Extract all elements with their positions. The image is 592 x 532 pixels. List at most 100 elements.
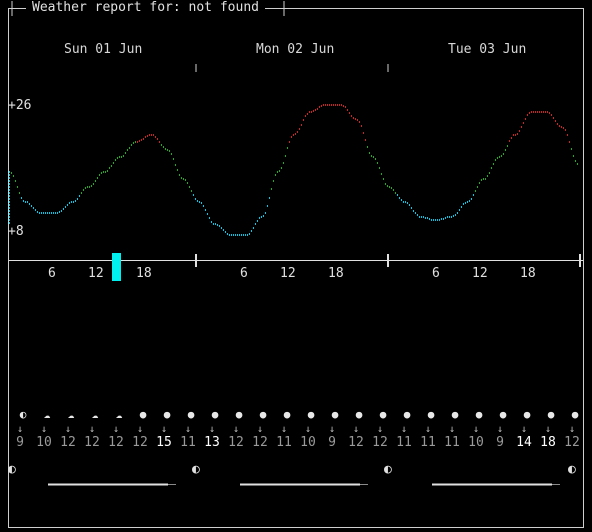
- wind-speed-value: 9: [496, 435, 504, 450]
- temperature-point: [9, 201, 10, 203]
- temperature-point: [149, 134, 150, 136]
- temperature-point: [261, 216, 262, 218]
- temperature-point: [343, 105, 344, 107]
- wind-direction-arrow-icon: ↓: [88, 424, 96, 435]
- wind-direction-arrow-icon: ↓: [448, 424, 456, 435]
- temperature-point: [403, 201, 404, 203]
- wind-direction-arrow-icon: ↓: [568, 424, 576, 435]
- temperature-point: [217, 224, 218, 226]
- wind-speed-value: 12: [372, 435, 388, 450]
- wind-speed-value: 12: [60, 435, 76, 450]
- temperature-point: [413, 210, 414, 212]
- temperature-point: [9, 189, 10, 191]
- wind-speed-value: 12: [348, 435, 364, 450]
- temperature-point: [565, 129, 566, 131]
- wind-speed-value: 15: [156, 435, 172, 450]
- temperature-point: [281, 167, 282, 169]
- sun-icon: ●: [523, 408, 531, 421]
- temperature-point: [483, 178, 484, 180]
- temperature-point: [407, 202, 408, 204]
- temperature-point: [197, 200, 198, 202]
- temperature-point: [517, 133, 518, 135]
- temperature-point: [435, 219, 436, 221]
- temperature-point: [519, 130, 520, 132]
- temperature-point: [183, 178, 184, 180]
- hour-tick-label: 12: [472, 266, 488, 281]
- temperature-point: [431, 219, 432, 221]
- temperature-point: [177, 169, 178, 171]
- temperature-point: [541, 111, 542, 113]
- temperature-point: [361, 125, 362, 127]
- day-label-1: Sun 01 Jun: [64, 42, 143, 57]
- wind-direction-arrow-icon: ↓: [112, 424, 120, 435]
- temperature-point: [221, 227, 222, 229]
- temperature-point: [531, 111, 532, 113]
- temperature-point: [317, 108, 318, 110]
- sun-icon: ●: [403, 408, 411, 421]
- temperature-chart: [9, 64, 578, 236]
- temperature-point: [551, 114, 552, 116]
- temperature-point: [543, 111, 544, 113]
- sun-icon: ●: [235, 408, 243, 421]
- temperature-point: [207, 213, 208, 215]
- temperature-point: [41, 212, 42, 214]
- temperature-point: [137, 141, 138, 143]
- temperature-point: [555, 120, 556, 122]
- temperature-point: [573, 155, 574, 157]
- temperature-point: [9, 210, 10, 212]
- temperature-point: [9, 204, 10, 206]
- temperature-point: [327, 104, 328, 106]
- temperature-point: [257, 220, 258, 222]
- temperature-point: [77, 198, 78, 200]
- temperature-point: [85, 187, 86, 189]
- temperature-point: [161, 144, 162, 146]
- temperature-point: [49, 212, 50, 214]
- temperature-point: [409, 204, 410, 206]
- temperature-point: [315, 109, 316, 111]
- temperature-point: [167, 149, 168, 151]
- temperature-point: [375, 158, 376, 160]
- temperature-point: [265, 212, 266, 214]
- temperature-point: [529, 112, 530, 114]
- temperature-point: [33, 207, 34, 209]
- temperature-point: [391, 187, 392, 189]
- temperature-point: [461, 206, 462, 208]
- temperature-point: [83, 189, 84, 191]
- temperature-point: [37, 211, 38, 213]
- temperature-point: [75, 200, 76, 202]
- moon-icon: ◐: [19, 408, 27, 421]
- temperature-point: [277, 171, 278, 173]
- temperature-point: [45, 212, 46, 214]
- temperature-point: [525, 118, 526, 120]
- temperature-point: [9, 195, 10, 197]
- temperature-point: [291, 136, 292, 138]
- temperature-point: [211, 221, 212, 223]
- wind-direction-arrow-icon: ↓: [352, 424, 360, 435]
- temperature-point: [9, 219, 10, 221]
- sun-icon: ●: [355, 408, 363, 421]
- temperature-point: [119, 156, 120, 158]
- temperature-point: [93, 183, 94, 185]
- temperature-point: [351, 115, 352, 117]
- wind-direction-arrow-icon: ↓: [136, 424, 144, 435]
- temperature-point: [185, 179, 186, 181]
- temperature-point: [313, 110, 314, 112]
- temperature-point: [91, 185, 92, 187]
- temperature-point: [417, 214, 418, 216]
- temperature-point: [103, 171, 104, 173]
- temperature-point: [309, 111, 310, 113]
- temperature-point: [179, 174, 180, 176]
- temperature-point: [419, 216, 420, 218]
- temperature-point: [441, 218, 442, 220]
- temperature-point: [491, 167, 492, 169]
- temperature-point: [335, 104, 336, 106]
- temperature-point: [9, 192, 10, 194]
- temperature-point: [499, 156, 500, 158]
- wind-direction-arrow-icon: ↓: [424, 424, 432, 435]
- temperature-point: [193, 194, 194, 196]
- temperature-point: [359, 121, 360, 123]
- temperature-point: [9, 180, 10, 182]
- temperature-point: [349, 112, 350, 114]
- cloud-moon-icon: ☁: [91, 408, 99, 421]
- temperature-point: [255, 223, 256, 225]
